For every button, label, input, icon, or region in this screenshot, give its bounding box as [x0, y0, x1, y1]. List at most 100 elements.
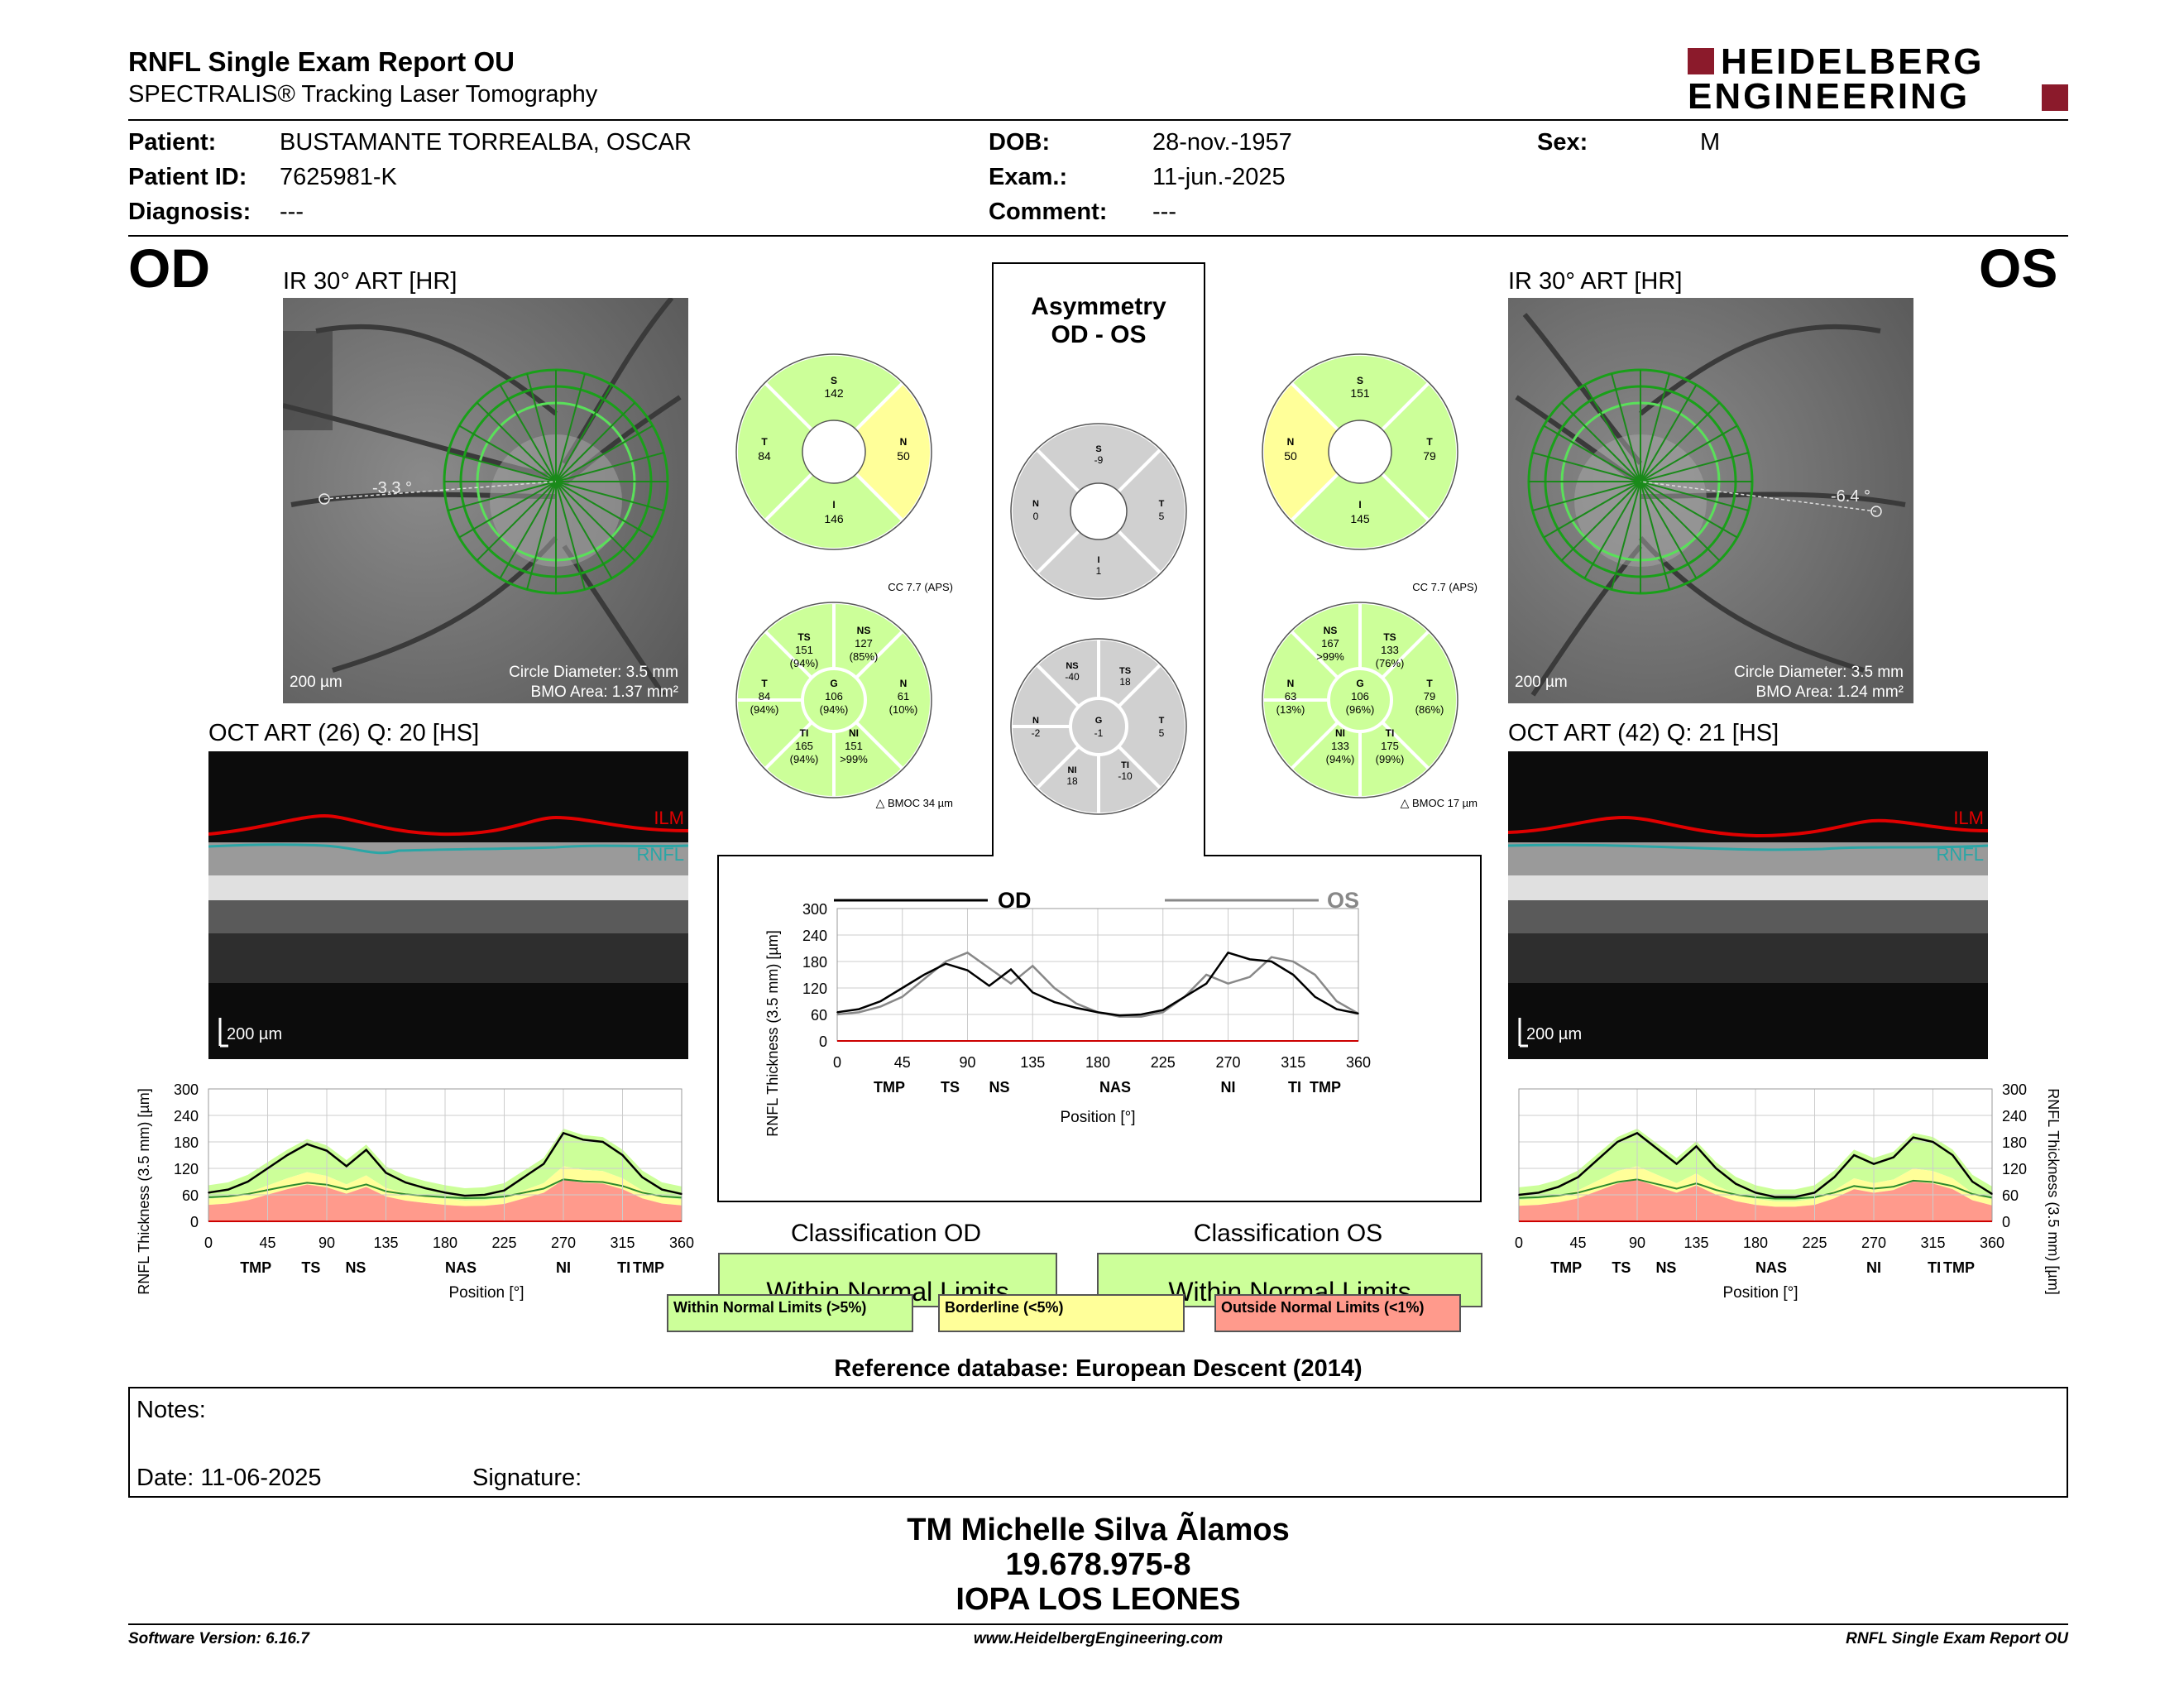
center-os-line-point	[1314, 974, 1316, 976]
od-s6-ts-label: TS	[797, 631, 810, 643]
center-os-line-point	[1205, 974, 1208, 976]
od-thickness-line-point	[405, 1182, 407, 1183]
cc-y-tick: 120	[802, 981, 827, 997]
logo-text-2: ENGINEERING	[1688, 76, 1971, 117]
os-x-tick: 45	[1569, 1235, 1586, 1251]
asym-s6-n-value: -2	[1032, 727, 1041, 739]
os-angle-label: -6.4 °	[1831, 487, 1870, 506]
center-os-line-point	[858, 1011, 860, 1014]
os-s4-value-i: 145	[1350, 512, 1370, 525]
os-s6-ni-pct: (94%)	[1326, 753, 1355, 765]
od-eye-label: OD	[128, 237, 210, 299]
website-link[interactable]: www.HeidelbergEngineering.com	[973, 1630, 1224, 1647]
asymmetry-title-1: Asymmetry	[1031, 293, 1166, 320]
od-y-axis-label: RNFL Thickness (3.5 mm) [µm]	[136, 1088, 152, 1294]
legend-borderline: Borderline (<5%)	[938, 1294, 1185, 1332]
od-x-tick: 270	[551, 1235, 576, 1251]
od-s4-letter-s: S	[831, 375, 837, 386]
od-s6-ts-pct: (94%)	[790, 657, 819, 669]
od-region-label: NI	[556, 1259, 571, 1276]
od-x-tick: 315	[610, 1235, 635, 1251]
od-thickness-line-point	[601, 1141, 604, 1143]
os-y-tick: 0	[2002, 1214, 2010, 1230]
od-s6-ns-label: NS	[857, 625, 871, 636]
od-thickness-chart: 0 60 120 180 240 300 0 45 90 135 180 225 270 315 360 TM…	[136, 1081, 694, 1302]
os-ir-title: IR 30° ART [HR]	[1508, 268, 1683, 295]
center-os-line-point	[1227, 982, 1229, 985]
asym-s6-ns-label: NS	[1066, 661, 1078, 671]
center-y-axis-label: RNFL Thickness (3.5 mm) [µm]	[764, 930, 781, 1136]
cc-x-tick: 360	[1346, 1054, 1371, 1071]
os-y-tick: 120	[2002, 1161, 2027, 1177]
os-x-tick: 0	[1515, 1235, 1523, 1251]
center-od-line-point	[901, 987, 903, 989]
sex-value: M	[1700, 129, 1721, 156]
os-thickness-line-point	[1932, 1141, 1934, 1143]
od-thickness-line-point	[661, 1188, 663, 1191]
center-os-line-point	[923, 978, 925, 981]
os-s6-ti-value: 175	[1381, 740, 1399, 752]
od-s6-t-value: 84	[759, 690, 770, 703]
os-y-tick: 240	[2002, 1108, 2027, 1125]
od-thickness-line-point	[346, 1165, 347, 1168]
od-s6-g-pct: (94%)	[820, 703, 849, 716]
od-oct-bscan: ILM RNFL 200 µm	[208, 751, 688, 1059]
center-os-line-point	[1075, 1002, 1077, 1005]
os-thickness-line-point	[1971, 1181, 1973, 1182]
od-oct-title: OCT ART (26) Q: 20 [HS]	[208, 720, 480, 746]
os-x-tick: 180	[1743, 1235, 1768, 1251]
os-eye-label: OS	[1979, 237, 2058, 299]
center-od-line-point	[858, 1008, 860, 1010]
os-thickness-line-point	[1912, 1136, 1914, 1139]
asym-s4-value-s: -9	[1094, 454, 1104, 466]
os-s6-t-pct: (86%)	[1415, 703, 1444, 716]
notes-label: Notes:	[136, 1397, 206, 1423]
diagnosis-value: ---	[280, 199, 304, 225]
cc-x-tick: 225	[1151, 1054, 1176, 1071]
od-thickness-line-point	[503, 1189, 505, 1192]
od-thickness-line-point	[365, 1149, 367, 1151]
center-od-line-point	[1358, 1013, 1359, 1014]
od-sector4-chart: S 142 T 84 N 50 I 146	[735, 352, 933, 551]
od-y-tick: 60	[182, 1187, 199, 1204]
os-thickness-line-point	[1873, 1163, 1875, 1165]
os-thickness-line-point	[1518, 1194, 1520, 1196]
cc-x-tick: 135	[1020, 1054, 1045, 1071]
center-os-line-point	[1032, 965, 1034, 967]
od-thickness-line-point	[621, 1154, 624, 1156]
od-thickness-line-point	[523, 1176, 525, 1178]
cc-region-label: NAS	[1099, 1079, 1131, 1096]
notes-box[interactable]: Notes: Date: 11-06-2025 Signature:	[128, 1387, 2068, 1498]
comment-value: ---	[1152, 199, 1176, 225]
os-region-label: TI	[1928, 1259, 1941, 1276]
os-s4-value-n: 50	[1284, 449, 1297, 463]
asym-s4-value-t: 5	[1159, 511, 1165, 522]
os-bmo-area: BMO Area: 1.24 mm²	[1756, 683, 1904, 701]
cc-region-label: TS	[941, 1079, 960, 1096]
os-thickness-line-point	[1538, 1192, 1540, 1194]
od-s4-letter-n: N	[900, 436, 908, 448]
od-x-tick: 45	[259, 1235, 275, 1251]
classification-od-title: Classification OD	[790, 1220, 982, 1247]
center-os-line-point	[988, 967, 990, 969]
od-thickness-line-point	[641, 1176, 644, 1178]
os-thickness-line-point	[1656, 1148, 1658, 1149]
od-scale-label: 200 µm	[290, 674, 342, 691]
cc-region-label: NI	[1221, 1079, 1236, 1096]
od-thickness-line-point	[681, 1193, 682, 1195]
os-s6-ns-pct: >99%	[1316, 650, 1344, 663]
center-os-line-point	[1140, 1015, 1142, 1018]
center-od-line-point	[966, 969, 969, 971]
os-s6-t-value: 79	[1424, 690, 1435, 703]
center-od-line-point	[1097, 1011, 1099, 1014]
od-region-label: TI	[617, 1259, 630, 1276]
od-bmoc-label: △ BMOC 34 µm	[875, 796, 953, 809]
os-s6-ts-pct: (76%)	[1376, 657, 1405, 669]
center-od-line-point	[879, 1000, 882, 1002]
os-cc-label: CC 7.7 (APS)	[1412, 581, 1478, 593]
os-thickness-line-point	[1695, 1145, 1698, 1148]
os-bmoc-text: BMOC 17 µm	[1411, 797, 1478, 809]
cc-x-tick: 90	[959, 1054, 975, 1071]
patient-id: 7625981-K	[280, 164, 397, 190]
os-region-label: NAS	[1755, 1259, 1787, 1276]
